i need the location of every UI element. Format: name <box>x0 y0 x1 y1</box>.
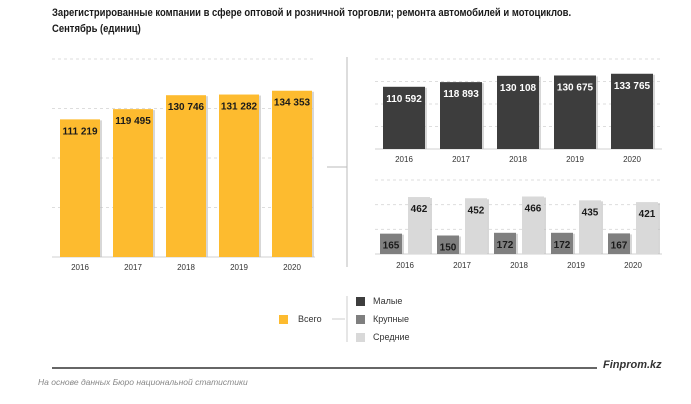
x-tick-label: 2018 <box>510 261 528 270</box>
bar-large-2017 <box>437 235 459 254</box>
chart-small: 110 592 118 893 130 108 130 675 133 765 2016 2… <box>375 58 662 181</box>
bar-total-2020-label: 134 353 <box>274 98 311 109</box>
bar-large-2019 <box>551 232 573 254</box>
title-line-2: Сентябрь (единиц) <box>52 23 141 35</box>
x-tick-label: 2019 <box>566 155 584 164</box>
x-tick-label: 2018 <box>509 155 527 164</box>
footer-divider <box>52 367 597 369</box>
bar-small-2016 <box>383 86 425 149</box>
legend-label-small: Малые <box>373 296 403 306</box>
bar-small-2017-label: 118 893 <box>443 89 479 100</box>
bar-small-2020 <box>611 73 653 149</box>
bar-total-2018-label: 130 746 <box>168 102 205 113</box>
bar-total-2016 <box>60 119 100 257</box>
bar-large-2018-label: 172 <box>497 240 514 251</box>
bar-total-2017 <box>113 109 153 257</box>
legend-label-medium: Средние <box>373 332 410 342</box>
bar-large-2018 <box>494 232 516 254</box>
x-tick-label: 2017 <box>453 261 471 270</box>
bar-medium-2017-label: 452 <box>468 205 485 216</box>
bar-medium-2020 <box>636 202 658 254</box>
connector-lines <box>327 57 348 342</box>
x-tick-label: 2017 <box>452 155 470 164</box>
x-tick-label: 2020 <box>623 155 641 164</box>
bar-medium-2017 <box>465 198 487 254</box>
bar-small-2019 <box>554 75 596 149</box>
bar-total-2019-label: 131 282 <box>221 102 258 113</box>
bar-large-2020 <box>608 233 630 254</box>
legend-label-large: Крупные <box>373 314 409 324</box>
bar-medium-2020-label: 421 <box>639 209 656 220</box>
legend-swatch-medium <box>356 333 365 342</box>
legend-label-total: Всего <box>298 314 322 324</box>
bar-small-2018-label: 130 108 <box>500 83 537 94</box>
x-tick-label: 2019 <box>230 263 248 272</box>
bar-medium-2018 <box>522 196 544 254</box>
x-tick-label: 2016 <box>71 263 89 272</box>
bar-total-2016-label: 111 219 <box>62 126 97 137</box>
chart-total: 111 219 119 495 130 746 131 282 134 353 2016 2… <box>52 58 315 272</box>
bar-total-2020 <box>272 90 312 257</box>
bar-medium-2016 <box>408 197 430 254</box>
bar-small-2019-label: 130 675 <box>557 82 594 93</box>
bar-total-2018 <box>166 95 206 257</box>
bar-large-2016 <box>380 233 402 254</box>
x-tick-label: 2017 <box>124 263 142 272</box>
bar-large-2020-label: 167 <box>611 240 628 251</box>
source-note: На основе данных Бюро национальной стати… <box>38 377 248 387</box>
chart-title: Зарегистрированные компании в сфере опто… <box>52 5 602 37</box>
bar-medium-2016-label: 462 <box>411 204 428 215</box>
x-tick-label: 2018 <box>177 263 195 272</box>
bar-small-2020-label: 133 765 <box>614 81 651 92</box>
bar-medium-2019 <box>579 200 601 254</box>
brand-logo-text[interactable]: Finprom.kz <box>603 359 662 371</box>
bar-small-2017 <box>440 82 482 149</box>
bar-large-2017-label: 150 <box>440 243 457 254</box>
legend-swatch-small <box>356 297 365 306</box>
chart-large-medium: 165 462 150 452 172 466 172 435 167 421 2016 2017 20… <box>375 179 662 270</box>
bar-total-2019 <box>219 94 259 257</box>
bar-small-2016-label: 110 592 <box>386 94 422 105</box>
title-line-1: Зарегистрированные компании в сфере опто… <box>52 7 572 19</box>
x-tick-label: 2016 <box>395 155 413 164</box>
bar-medium-2019-label: 435 <box>582 207 599 218</box>
bar-large-2019-label: 172 <box>554 240 571 251</box>
bar-large-2016-label: 165 <box>383 241 400 252</box>
x-tick-label: 2020 <box>283 263 301 272</box>
x-tick-label: 2020 <box>624 261 642 270</box>
x-tick-label: 2016 <box>396 261 414 270</box>
x-tick-label: 2019 <box>567 261 585 270</box>
legend-swatch-large <box>356 315 365 324</box>
legend-swatch-total <box>279 315 288 324</box>
bar-small-2018 <box>497 75 539 149</box>
bar-medium-2018-label: 466 <box>525 204 542 215</box>
bar-total-2017-label: 119 495 <box>115 116 151 127</box>
